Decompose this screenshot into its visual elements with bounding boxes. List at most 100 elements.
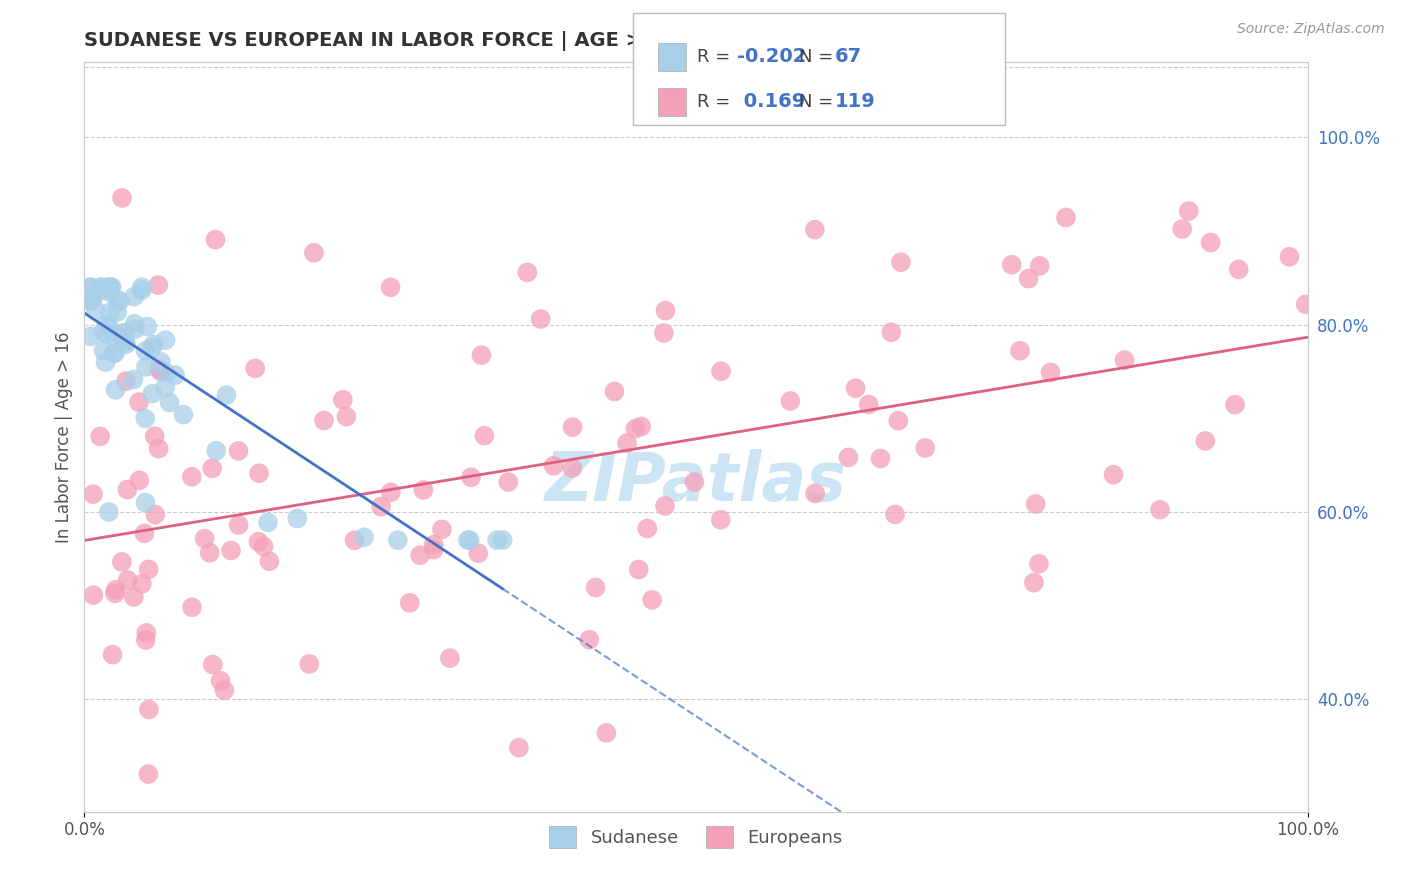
Point <box>804 222 827 236</box>
Point <box>198 546 221 560</box>
Point <box>79 293 101 308</box>
Point <box>124 317 146 331</box>
Point <box>205 443 228 458</box>
Point <box>654 303 676 318</box>
Point <box>890 255 912 269</box>
Point <box>159 395 181 409</box>
Point <box>131 280 153 294</box>
Point <box>804 486 827 500</box>
Point <box>111 191 134 205</box>
Point <box>858 397 880 411</box>
Point <box>530 312 553 326</box>
Point <box>201 461 224 475</box>
Point <box>150 364 173 378</box>
Point <box>343 533 366 548</box>
Point <box>561 461 583 475</box>
Point <box>134 411 156 425</box>
Point <box>122 290 145 304</box>
Point <box>96 318 118 332</box>
Point <box>89 429 111 443</box>
Point <box>135 359 157 374</box>
Point <box>122 372 145 386</box>
Point <box>79 280 101 294</box>
Point <box>652 326 675 340</box>
Point <box>79 293 101 308</box>
Point <box>97 285 120 299</box>
Point <box>228 443 250 458</box>
Point <box>100 280 122 294</box>
Point <box>1028 557 1050 571</box>
Point <box>107 294 129 309</box>
Point <box>153 380 176 394</box>
Point <box>845 381 868 395</box>
Point <box>458 533 481 547</box>
Point <box>148 442 170 456</box>
Text: N =: N = <box>799 48 838 66</box>
Point <box>387 533 409 547</box>
Point <box>1199 235 1222 250</box>
Point <box>460 470 482 484</box>
Point <box>79 329 101 343</box>
Point <box>1022 575 1045 590</box>
Point <box>1114 353 1136 368</box>
Point <box>474 428 496 442</box>
Point <box>104 586 127 600</box>
Point <box>412 483 434 497</box>
Point <box>165 368 187 383</box>
Point <box>1227 262 1250 277</box>
Point <box>96 326 118 341</box>
Point <box>257 516 280 530</box>
Point <box>181 600 204 615</box>
Point <box>124 322 146 336</box>
Point <box>112 334 135 349</box>
Point <box>578 632 600 647</box>
Text: ZIPatlas: ZIPatlas <box>546 449 846 515</box>
Point <box>131 576 153 591</box>
Point <box>108 293 131 308</box>
Text: 67: 67 <box>835 47 862 66</box>
Point <box>114 333 136 347</box>
Point <box>616 436 638 450</box>
Point <box>561 420 583 434</box>
Point <box>837 450 859 465</box>
Point <box>430 522 453 536</box>
Point <box>82 588 104 602</box>
Point <box>380 280 402 294</box>
Point <box>219 543 242 558</box>
Point <box>104 346 127 360</box>
Point <box>1149 502 1171 516</box>
Point <box>209 673 232 688</box>
Point <box>543 458 565 473</box>
Point <box>439 651 461 665</box>
Text: R =: R = <box>697 93 737 111</box>
Point <box>90 280 112 294</box>
Point <box>97 319 120 334</box>
Point <box>335 409 357 424</box>
Point <box>285 511 308 525</box>
Point <box>409 548 432 562</box>
Point <box>142 337 165 351</box>
Point <box>1039 366 1062 380</box>
Text: 0.169: 0.169 <box>737 93 806 112</box>
Point <box>97 280 120 294</box>
Point <box>332 392 354 407</box>
Point <box>1028 259 1050 273</box>
Point <box>1278 250 1301 264</box>
Point <box>148 362 170 376</box>
Point <box>149 355 172 369</box>
Point <box>94 355 117 369</box>
Point <box>1018 271 1040 285</box>
Point <box>155 333 177 347</box>
Point <box>115 374 138 388</box>
Point <box>312 413 335 427</box>
Point <box>201 657 224 672</box>
Point <box>82 292 104 306</box>
Point <box>1001 258 1024 272</box>
Point <box>103 346 125 360</box>
Point <box>585 581 607 595</box>
Point <box>247 467 270 481</box>
Text: R =: R = <box>697 48 737 66</box>
Point <box>135 633 157 648</box>
Point <box>82 487 104 501</box>
Point <box>101 280 124 294</box>
